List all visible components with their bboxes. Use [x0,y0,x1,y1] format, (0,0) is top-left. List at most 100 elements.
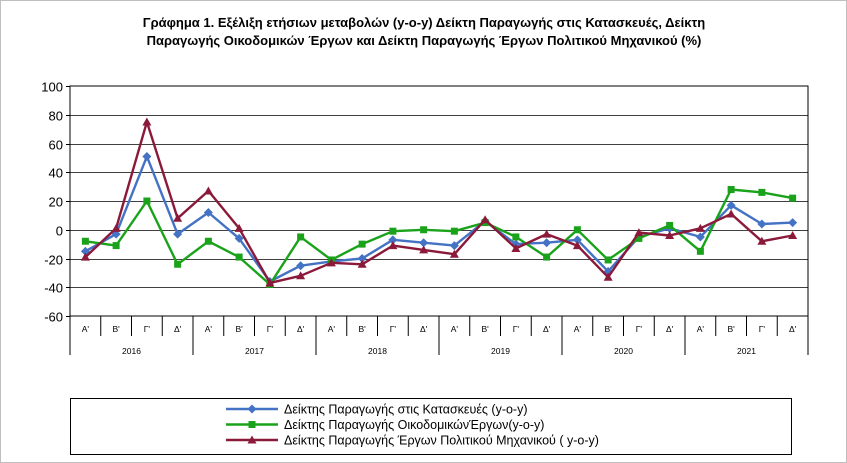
data-point-triangle [173,213,183,222]
data-point-square [112,242,120,250]
data-point-square [573,226,581,234]
quarter-label: Α' [574,324,582,334]
quarter-label: Γ' [513,324,520,334]
axes: 100 80 60 40 20 0 -20 -40 -60 Α' Β' Γ' Δ' Α' Β' Γ' Δ' Α' Β… [41,80,809,356]
data-point-square [81,237,89,245]
data-point-triangle [511,243,521,252]
data-point-triangle [757,236,767,245]
data-point-triangle [388,241,398,250]
quarter-label: Β' [481,324,489,334]
data-point-triangle [111,223,121,232]
chart-title-line-1: Γράφημα 1. Εξέλιξη ετήσιων μεταβολών (y-… [143,15,706,30]
series-line-3 [84,120,793,285]
quarter-label: Γ' [759,324,766,334]
data-point-triangle [449,249,459,258]
data-point-triangle [357,259,367,268]
data-point-diamond [203,208,213,217]
data-point-square [635,234,643,242]
data-point-diamond [296,261,306,271]
quarter-label: Β' [112,324,120,334]
quarter-label: Δ' [543,324,551,334]
y-tick-label: -40 [44,281,63,296]
quarter-label: Δ' [297,324,305,334]
data-point-triangle [634,228,644,237]
data-point-triangle [480,215,490,224]
data-point-triangle [788,231,798,239]
quarter-label: Β' [358,324,366,334]
legend-label-2: Δείκτης Παραγωγής ΟικοδομικώνΈργων(y-o-y… [284,418,544,432]
data-point-triangle [419,245,429,254]
data-point-square [235,253,243,261]
quarter-label: Δ' [666,324,674,334]
data-point-square [420,226,428,234]
year-label: 2019 [491,346,510,356]
data-point-diamond [726,200,736,210]
data-point-square [666,221,674,229]
data-point-triangle [726,209,736,218]
data-point-diamond [419,238,429,248]
data-point-square [789,194,797,202]
data-point-triangle [80,252,90,261]
plot-background [69,85,809,317]
data-point-square [727,186,735,193]
data-point-diamond [757,219,767,229]
y-tick-label: 40 [49,166,63,181]
legend-box [70,398,792,455]
y-tick-label: 100 [41,80,63,95]
series-line-2 [85,188,793,286]
quarter-label: Α' [205,324,213,334]
y-tick-label: 60 [49,138,63,153]
y-tick-label: 0 [56,224,63,239]
quarter-label: Γ' [636,324,643,334]
data-point-square [204,237,212,245]
data-point-square [248,421,256,428]
data-point-diamond [234,233,244,243]
data-point-square [450,227,458,235]
data-point-diamond [388,235,398,245]
quarter-label: Γ' [267,324,274,334]
series-layer [80,117,798,288]
data-point-square [358,240,366,248]
data-point-square [174,260,182,268]
data-point-square [758,188,766,196]
quarter-label: Α' [328,324,336,334]
legend-label-3: Δείκτης Παραγωγής Έργων Πολιτικού Μηχανι… [284,434,599,448]
data-point-triangle [247,435,257,444]
data-point-square [696,247,704,255]
data-point-square [512,233,520,241]
legend: Δείκτης Παραγωγής στις Κατασκευές (y-o-y… [70,398,792,455]
year-label: 2016 [122,346,141,356]
quarter-label: Α' [82,324,90,334]
chart-title-line-2: Παραγωγής Οικοδομικών Έργων και Δείκτη Π… [147,33,702,48]
data-point-diamond [142,151,152,161]
data-point-triangle [265,278,275,287]
data-point-triangle [142,117,152,126]
data-point-square [143,197,151,205]
data-point-diamond [357,254,367,263]
data-point-square [297,233,305,241]
year-label: 2017 [245,346,264,356]
y-tick-label: 80 [49,109,63,124]
quarter-label: Δ' [420,324,428,334]
quarter-label: Δ' [789,324,797,334]
data-point-triangle [234,223,244,232]
data-point-diamond [449,241,459,251]
data-point-diamond [572,235,582,245]
data-point-triangle [603,272,613,281]
year-label: 2021 [737,346,756,356]
data-point-diamond [542,238,552,248]
year-label: 2018 [368,346,387,356]
quarter-label: Α' [697,324,705,334]
data-point-triangle [326,258,336,267]
legend-label-1: Δείκτης Παραγωγής στις Κατασκευές (y-o-y… [284,403,528,417]
quarter-label: Β' [727,324,735,334]
data-point-square [389,227,397,235]
data-point-diamond [247,404,257,414]
data-point-triangle [296,271,306,280]
quarter-label: Δ' [174,324,182,334]
quarter-label: Β' [235,324,243,334]
data-point-triangle [665,231,675,239]
y-tick-label: -20 [44,253,63,268]
data-point-diamond [173,229,183,239]
